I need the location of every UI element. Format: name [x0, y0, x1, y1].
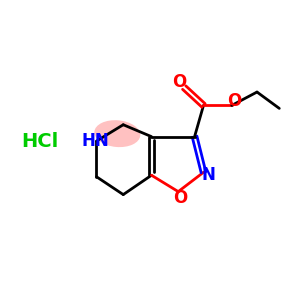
Text: N: N	[201, 166, 215, 184]
Text: O: O	[173, 189, 188, 207]
Text: HN: HN	[81, 132, 109, 150]
Text: O: O	[172, 73, 187, 91]
Text: O: O	[228, 92, 242, 110]
Ellipse shape	[94, 120, 140, 147]
Text: HCl: HCl	[21, 132, 59, 151]
